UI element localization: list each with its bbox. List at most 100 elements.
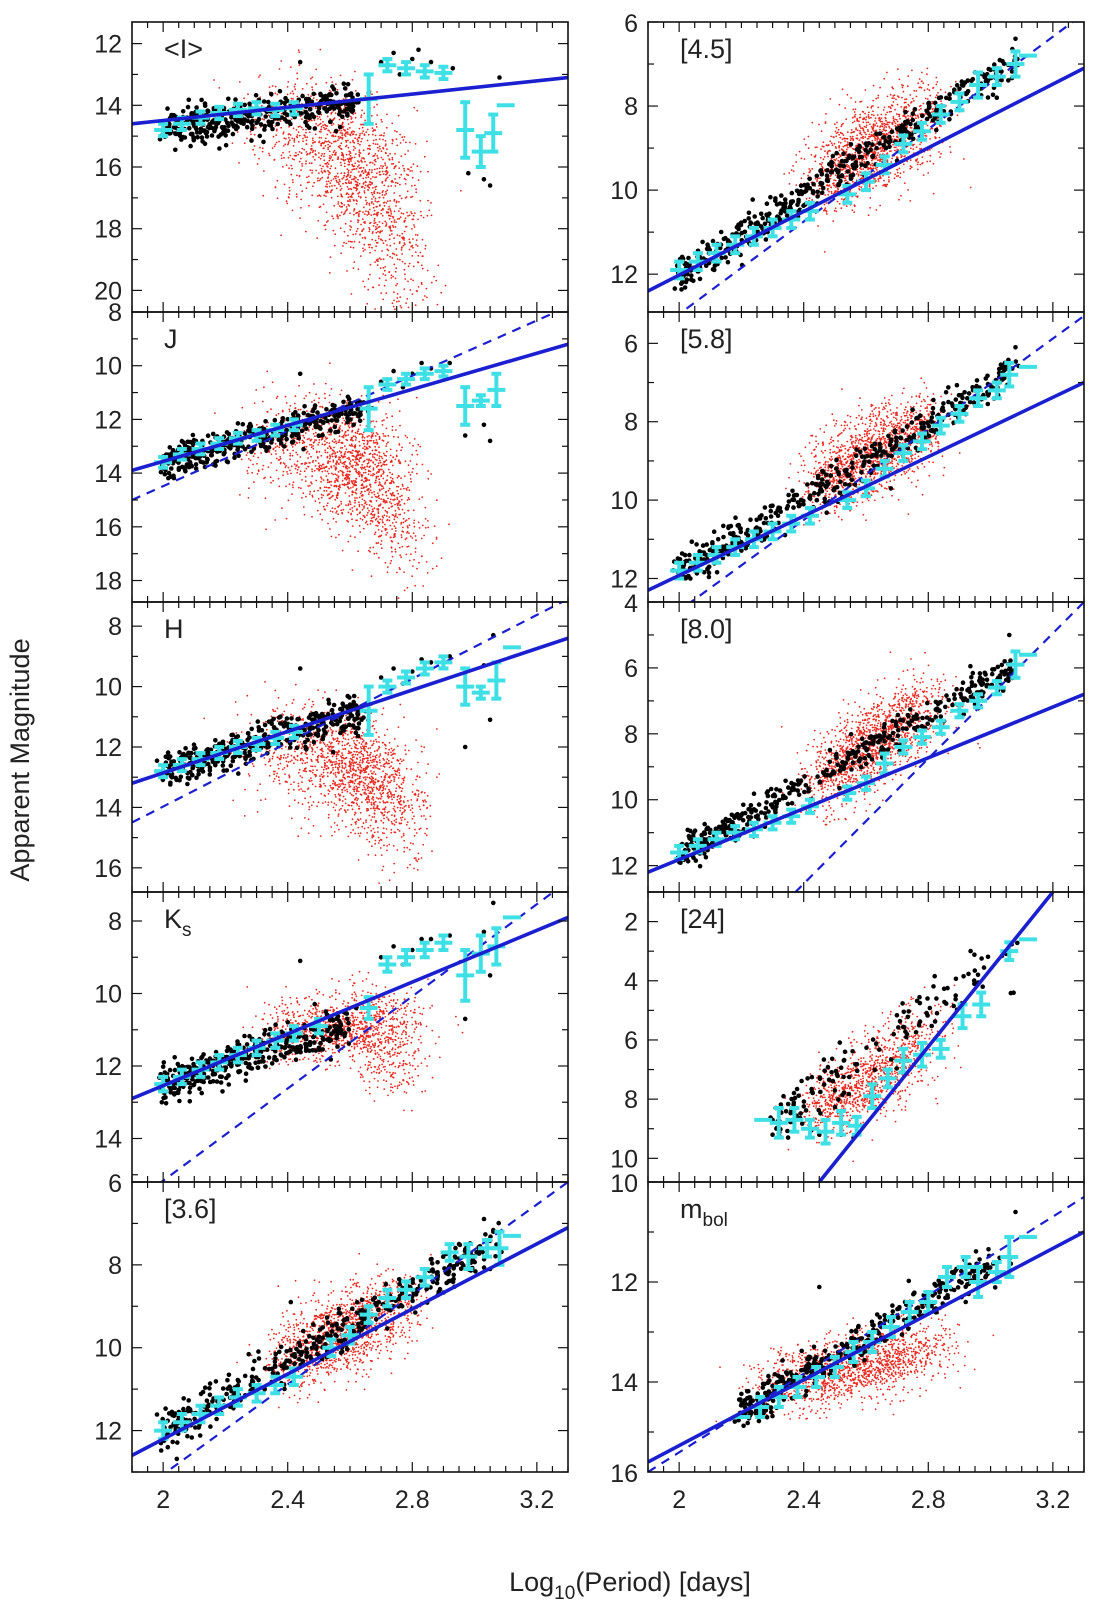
red-point: [364, 521, 367, 524]
red-point: [343, 809, 346, 811]
red-point: [374, 807, 376, 810]
red-point: [359, 832, 362, 835]
red-point: [332, 123, 335, 125]
red-point: [400, 783, 403, 786]
red-point: [357, 696, 359, 699]
red-point: [361, 466, 364, 469]
red-point: [411, 255, 414, 257]
red-point: [310, 482, 313, 485]
red-point: [351, 525, 354, 527]
black-point: [225, 459, 231, 465]
red-point: [372, 469, 375, 471]
red-point: [392, 776, 395, 778]
red-point: [342, 436, 345, 439]
red-point: [286, 471, 288, 473]
red-point: [293, 141, 296, 143]
red-point: [351, 196, 353, 199]
red-point: [313, 399, 316, 402]
red-point: [292, 181, 294, 184]
red-point: [292, 92, 295, 95]
red-point: [340, 172, 343, 175]
red-point: [282, 151, 284, 154]
red-point: [398, 462, 401, 464]
red-point: [289, 404, 292, 407]
red-point: [361, 157, 363, 160]
red-point: [382, 147, 385, 150]
red-point: [421, 750, 423, 753]
red-point: [372, 130, 374, 133]
red-point: [328, 185, 331, 188]
red-point: [350, 195, 353, 197]
red-point: [280, 234, 282, 237]
red-point: [403, 170, 406, 172]
red-point: [393, 776, 396, 778]
red-point: [341, 441, 344, 444]
red-point: [361, 503, 363, 506]
red-point: [330, 465, 332, 468]
red-point: [334, 766, 337, 769]
red-point: [383, 807, 386, 810]
black-point: [462, 433, 468, 438]
red-point: [392, 181, 394, 184]
red-point: [365, 745, 368, 748]
red-point: [407, 306, 410, 309]
red-point: [334, 233, 337, 236]
red-point: [302, 769, 305, 772]
red-point: [343, 744, 346, 747]
red-point: [362, 177, 365, 180]
red-point: [391, 749, 394, 752]
black-point: [282, 110, 287, 116]
red-point: [369, 520, 372, 522]
red-point: [346, 457, 349, 460]
red-point: [388, 810, 390, 813]
red-point: [280, 112, 283, 115]
red-point: [412, 238, 414, 240]
red-point: [301, 479, 303, 481]
red-point: [371, 836, 374, 839]
red-point: [372, 786, 375, 789]
red-point: [302, 128, 304, 131]
red-point: [331, 449, 334, 451]
red-point: [391, 429, 394, 432]
red-point: [324, 382, 327, 385]
black-point: [165, 106, 170, 111]
red-point: [298, 51, 301, 53]
red-point: [322, 124, 324, 127]
red-point: [400, 819, 403, 821]
red-point: [354, 501, 356, 504]
red-point: [312, 735, 315, 738]
red-point: [423, 155, 426, 158]
red-point: [318, 123, 321, 126]
red-point: [310, 446, 313, 449]
red-point: [320, 496, 323, 499]
red-point: [403, 502, 406, 505]
red-point: [342, 122, 344, 124]
red-point: [411, 453, 414, 456]
red-point: [399, 424, 401, 427]
red-point: [391, 550, 393, 553]
red-point: [367, 243, 370, 246]
black-point: [297, 371, 303, 377]
red-point: [339, 795, 341, 797]
red-point: [328, 141, 331, 144]
red-point: [333, 438, 336, 441]
red-point: [374, 842, 377, 845]
black-point: [487, 183, 493, 188]
black-point: [282, 117, 288, 122]
red-point: [385, 828, 388, 830]
red-point: [336, 739, 339, 742]
red-point: [318, 156, 320, 159]
red-point: [282, 145, 285, 147]
red-point: [375, 420, 378, 423]
red-point: [298, 744, 300, 747]
red-point: [380, 530, 383, 533]
red-point: [358, 444, 361, 447]
red-point: [284, 137, 287, 140]
red-point: [312, 460, 315, 462]
red-point: [350, 823, 353, 826]
red-point: [347, 425, 350, 427]
red-point: [350, 487, 352, 489]
red-point: [368, 226, 370, 229]
red-point: [365, 821, 367, 823]
